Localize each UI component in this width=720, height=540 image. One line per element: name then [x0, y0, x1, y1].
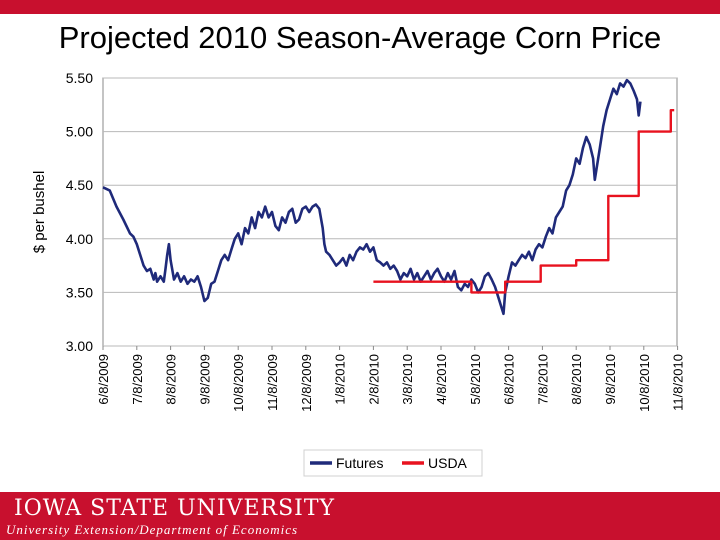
top-accent-bar [0, 0, 720, 14]
x-tick-label: 10/8/2009 [231, 354, 246, 412]
y-tick-label: 4.50 [66, 177, 93, 193]
x-tick-label: 9/8/2010 [603, 354, 618, 405]
x-tick-label: 8/8/2010 [569, 354, 584, 405]
x-tick-label: 12/8/2009 [299, 354, 314, 412]
y-tick-labels: 5.50 5.00 4.50 4.00 3.50 3.00 [66, 70, 93, 354]
plot-area [102, 77, 678, 347]
legend-box [303, 449, 483, 477]
x-tick-label: 11/8/2010 [671, 354, 686, 411]
series-line-futures [102, 78, 642, 316]
series-lines [102, 78, 675, 316]
x-tick-label: 6/8/2009 [96, 354, 111, 405]
x-tick-label: 10/8/2010 [637, 354, 652, 412]
footer-bar: IOWA STATE UNIVERSITY University Extensi… [0, 492, 720, 540]
x-tick-label: 7/8/2010 [535, 354, 550, 405]
legend: Futures USDA [303, 449, 483, 477]
x-tick-labels: 6/8/2009 7/8/2009 8/8/2009 9/8/2009 10/8/200… [96, 346, 686, 412]
y-tick-label: 4.00 [66, 231, 93, 247]
x-tick-label: 7/8/2009 [130, 354, 145, 405]
x-tick-label: 5/8/2010 [468, 354, 483, 405]
slide-title: Projected 2010 Season-Average Corn Price [58, 20, 662, 55]
footer-subtitle: University Extension/Department of Econo… [6, 522, 299, 537]
x-tick-label: 8/8/2009 [164, 354, 179, 405]
corn-price-chart: 5.50 5.00 4.50 4.00 3.50 3.00 6/8/2009 7/8/200… [31, 70, 686, 477]
x-tick-label: 1/8/2010 [333, 354, 348, 405]
x-tick-label: 4/8/2010 [434, 354, 449, 405]
legend-label-usda: USDA [428, 455, 468, 471]
x-tick-label: 11/8/2009 [265, 354, 280, 411]
x-tick-label: 2/8/2010 [366, 354, 381, 405]
y-tick-label: 5.00 [66, 124, 93, 140]
x-tick-label: 3/8/2010 [400, 354, 415, 405]
y-tick-label: 3.00 [66, 338, 93, 354]
series-line-usda [373, 109, 675, 294]
y-tick-label: 3.50 [66, 284, 93, 300]
university-logo: IOWA STATE UNIVERSITY [14, 496, 336, 521]
y-tick-label: 5.50 [66, 70, 93, 86]
x-tick-label: 9/8/2009 [197, 354, 212, 405]
y-axis-title: $ per bushel [31, 171, 48, 254]
grid-lines [103, 77, 677, 347]
x-tick-label: 6/8/2010 [502, 354, 517, 405]
legend-label-futures: Futures [336, 455, 383, 471]
